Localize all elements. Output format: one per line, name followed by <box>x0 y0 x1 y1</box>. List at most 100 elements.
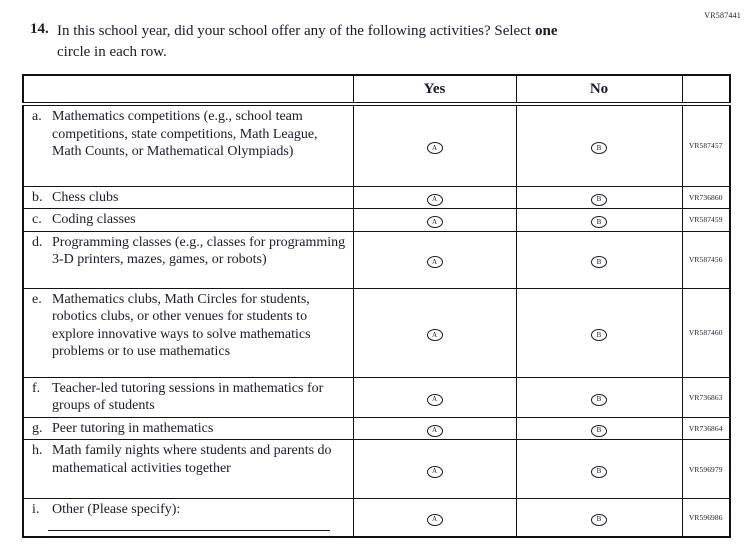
no-option-oval[interactable]: B <box>591 216 607 229</box>
other-specify-line[interactable] <box>48 529 330 531</box>
activity-label: Mathematics competitions (e.g., school t… <box>52 109 318 159</box>
no-option-cell: B <box>515 416 683 440</box>
no-option-cell: B <box>515 376 683 418</box>
no-option-oval[interactable]: B <box>591 393 607 406</box>
activity-label-cell: g. Peer tutoring in mathematics <box>22 416 354 440</box>
no-option-cell: B <box>515 103 683 187</box>
yes-option-cell: A <box>352 416 517 440</box>
yes-option-cell: A <box>352 230 517 289</box>
oval-letter: B <box>596 467 602 475</box>
oval-letter: A <box>431 467 438 475</box>
activity-label: Mathematics clubs, Math Circles for stud… <box>52 291 311 360</box>
no-column-header: No <box>515 74 683 106</box>
yes-column-header: Yes <box>352 74 517 106</box>
row-code: VR587460 <box>681 287 731 378</box>
oval-letter: B <box>596 257 602 266</box>
activity-label: Other (Please specify): <box>52 502 181 517</box>
activity-label: Peer tutoring in mathematics <box>52 420 214 436</box>
yes-option-oval[interactable]: A <box>426 216 443 229</box>
oval-letter: A <box>431 330 438 339</box>
blank-header-cell <box>22 74 354 106</box>
row-code: VR596979 <box>681 439 731 499</box>
row-letter: d. <box>32 234 43 250</box>
table-row-d: d. Programming classes (e.g., classes for… <box>22 230 731 289</box>
question-number: 14. <box>30 21 49 37</box>
no-option-oval[interactable]: B <box>591 142 607 155</box>
row-code: VR736863 <box>681 376 731 418</box>
activity-label: Coding classes <box>52 212 136 227</box>
activity-label-cell: b. Chess clubs <box>22 185 354 209</box>
activity-label-cell: i. Other (Please specify): <box>22 498 354 537</box>
no-option-oval[interactable]: B <box>591 256 607 268</box>
table-row-f: f. Teacher-led tutoring sessions in mathe… <box>22 376 731 418</box>
row-letter: f. <box>32 380 41 396</box>
oval-letter: B <box>596 195 602 204</box>
oval-letter: B <box>596 143 602 152</box>
code-column-header <box>681 74 731 106</box>
table-row-e: e. Mathematics clubs, Math Circles for st… <box>22 287 731 378</box>
activity-label-cell: e. Mathematics clubs, Math Circles for st… <box>22 287 354 378</box>
yes-option-cell: A <box>352 208 517 232</box>
form-code: VR587441 <box>704 11 741 20</box>
table-row-a: a. Mathematics competitions (e.g., school… <box>22 103 731 187</box>
activity-label-cell: a. Mathematics competitions (e.g., school… <box>22 103 354 187</box>
no-option-cell: B <box>515 230 683 289</box>
activity-label: Chess clubs <box>52 189 119 205</box>
question-line1-text: In this school year, did your school off… <box>57 23 532 39</box>
no-option-cell: B <box>515 185 683 209</box>
row-code: VR587457 <box>681 103 731 187</box>
row-code: VR596986 <box>681 498 731 537</box>
activity-label-cell: d. Programming classes (e.g., classes for… <box>22 230 354 289</box>
table-row-g: g. Peer tutoring in mathematics A B VR736… <box>22 416 731 440</box>
activity-label-cell: c. Coding classes <box>22 208 354 232</box>
row-letter: g. <box>32 420 43 436</box>
no-option-oval[interactable]: B <box>591 513 607 526</box>
no-option-cell: B <box>515 439 683 499</box>
oval-letter: A <box>431 217 438 226</box>
row-letter: c. <box>32 212 42 227</box>
yes-option-cell: A <box>352 103 517 187</box>
no-option-oval[interactable]: B <box>591 465 607 478</box>
yes-option-oval[interactable]: A <box>426 193 443 206</box>
row-letter: a. <box>32 109 42 124</box>
row-letter: h. <box>32 443 43 458</box>
question-text: In this school year, did your school off… <box>57 21 558 63</box>
no-option-oval[interactable]: B <box>591 424 607 437</box>
yes-option-oval[interactable]: A <box>426 465 443 478</box>
yes-option-cell: A <box>352 498 517 537</box>
yes-option-oval[interactable]: A <box>426 393 443 406</box>
row-code: VR587459 <box>681 208 731 232</box>
oval-letter: B <box>596 330 602 339</box>
oval-letter: B <box>596 515 602 524</box>
yes-option-oval[interactable]: A <box>426 142 443 155</box>
activity-label-cell: h. Math family nights where students and … <box>22 439 354 499</box>
table-row-c: c. Coding classes A B VR587459 <box>22 208 731 232</box>
row-code: VR587456 <box>681 230 731 289</box>
activity-label: Math family nights where students and pa… <box>52 443 332 476</box>
yes-option-oval[interactable]: A <box>426 513 443 526</box>
row-letter: b. <box>32 189 43 205</box>
table-row-b: b. Chess clubs A B VR736860 <box>22 185 731 209</box>
row-code: VR736864 <box>681 416 731 440</box>
no-option-oval[interactable]: B <box>591 193 607 206</box>
activity-label: Programming classes (e.g., classes for p… <box>52 234 346 268</box>
yes-option-oval[interactable]: A <box>426 256 443 268</box>
table-row-h: h. Math family nights where students and … <box>22 439 731 499</box>
table-row-i: i. Other (Please specify): A B VR596986 <box>22 498 731 537</box>
oval-letter: B <box>596 426 602 435</box>
yes-option-oval[interactable]: A <box>426 424 443 437</box>
yes-option-oval[interactable]: A <box>426 329 443 341</box>
activities-table: Yes No a. Mathematics competitions (e.g.,… <box>22 74 731 538</box>
no-option-cell: B <box>515 498 683 537</box>
oval-letter: A <box>431 515 438 524</box>
oval-letter: A <box>431 257 438 266</box>
activity-label: Teacher-led tutoring sessions in mathema… <box>52 380 324 414</box>
row-letter: e. <box>32 291 42 307</box>
yes-option-cell: A <box>352 287 517 378</box>
oval-letter: B <box>596 217 602 226</box>
row-code: VR736860 <box>681 185 731 209</box>
no-option-oval[interactable]: B <box>591 329 607 341</box>
yes-option-cell: A <box>352 376 517 418</box>
yes-option-cell: A <box>352 185 517 209</box>
oval-letter: A <box>431 395 438 403</box>
